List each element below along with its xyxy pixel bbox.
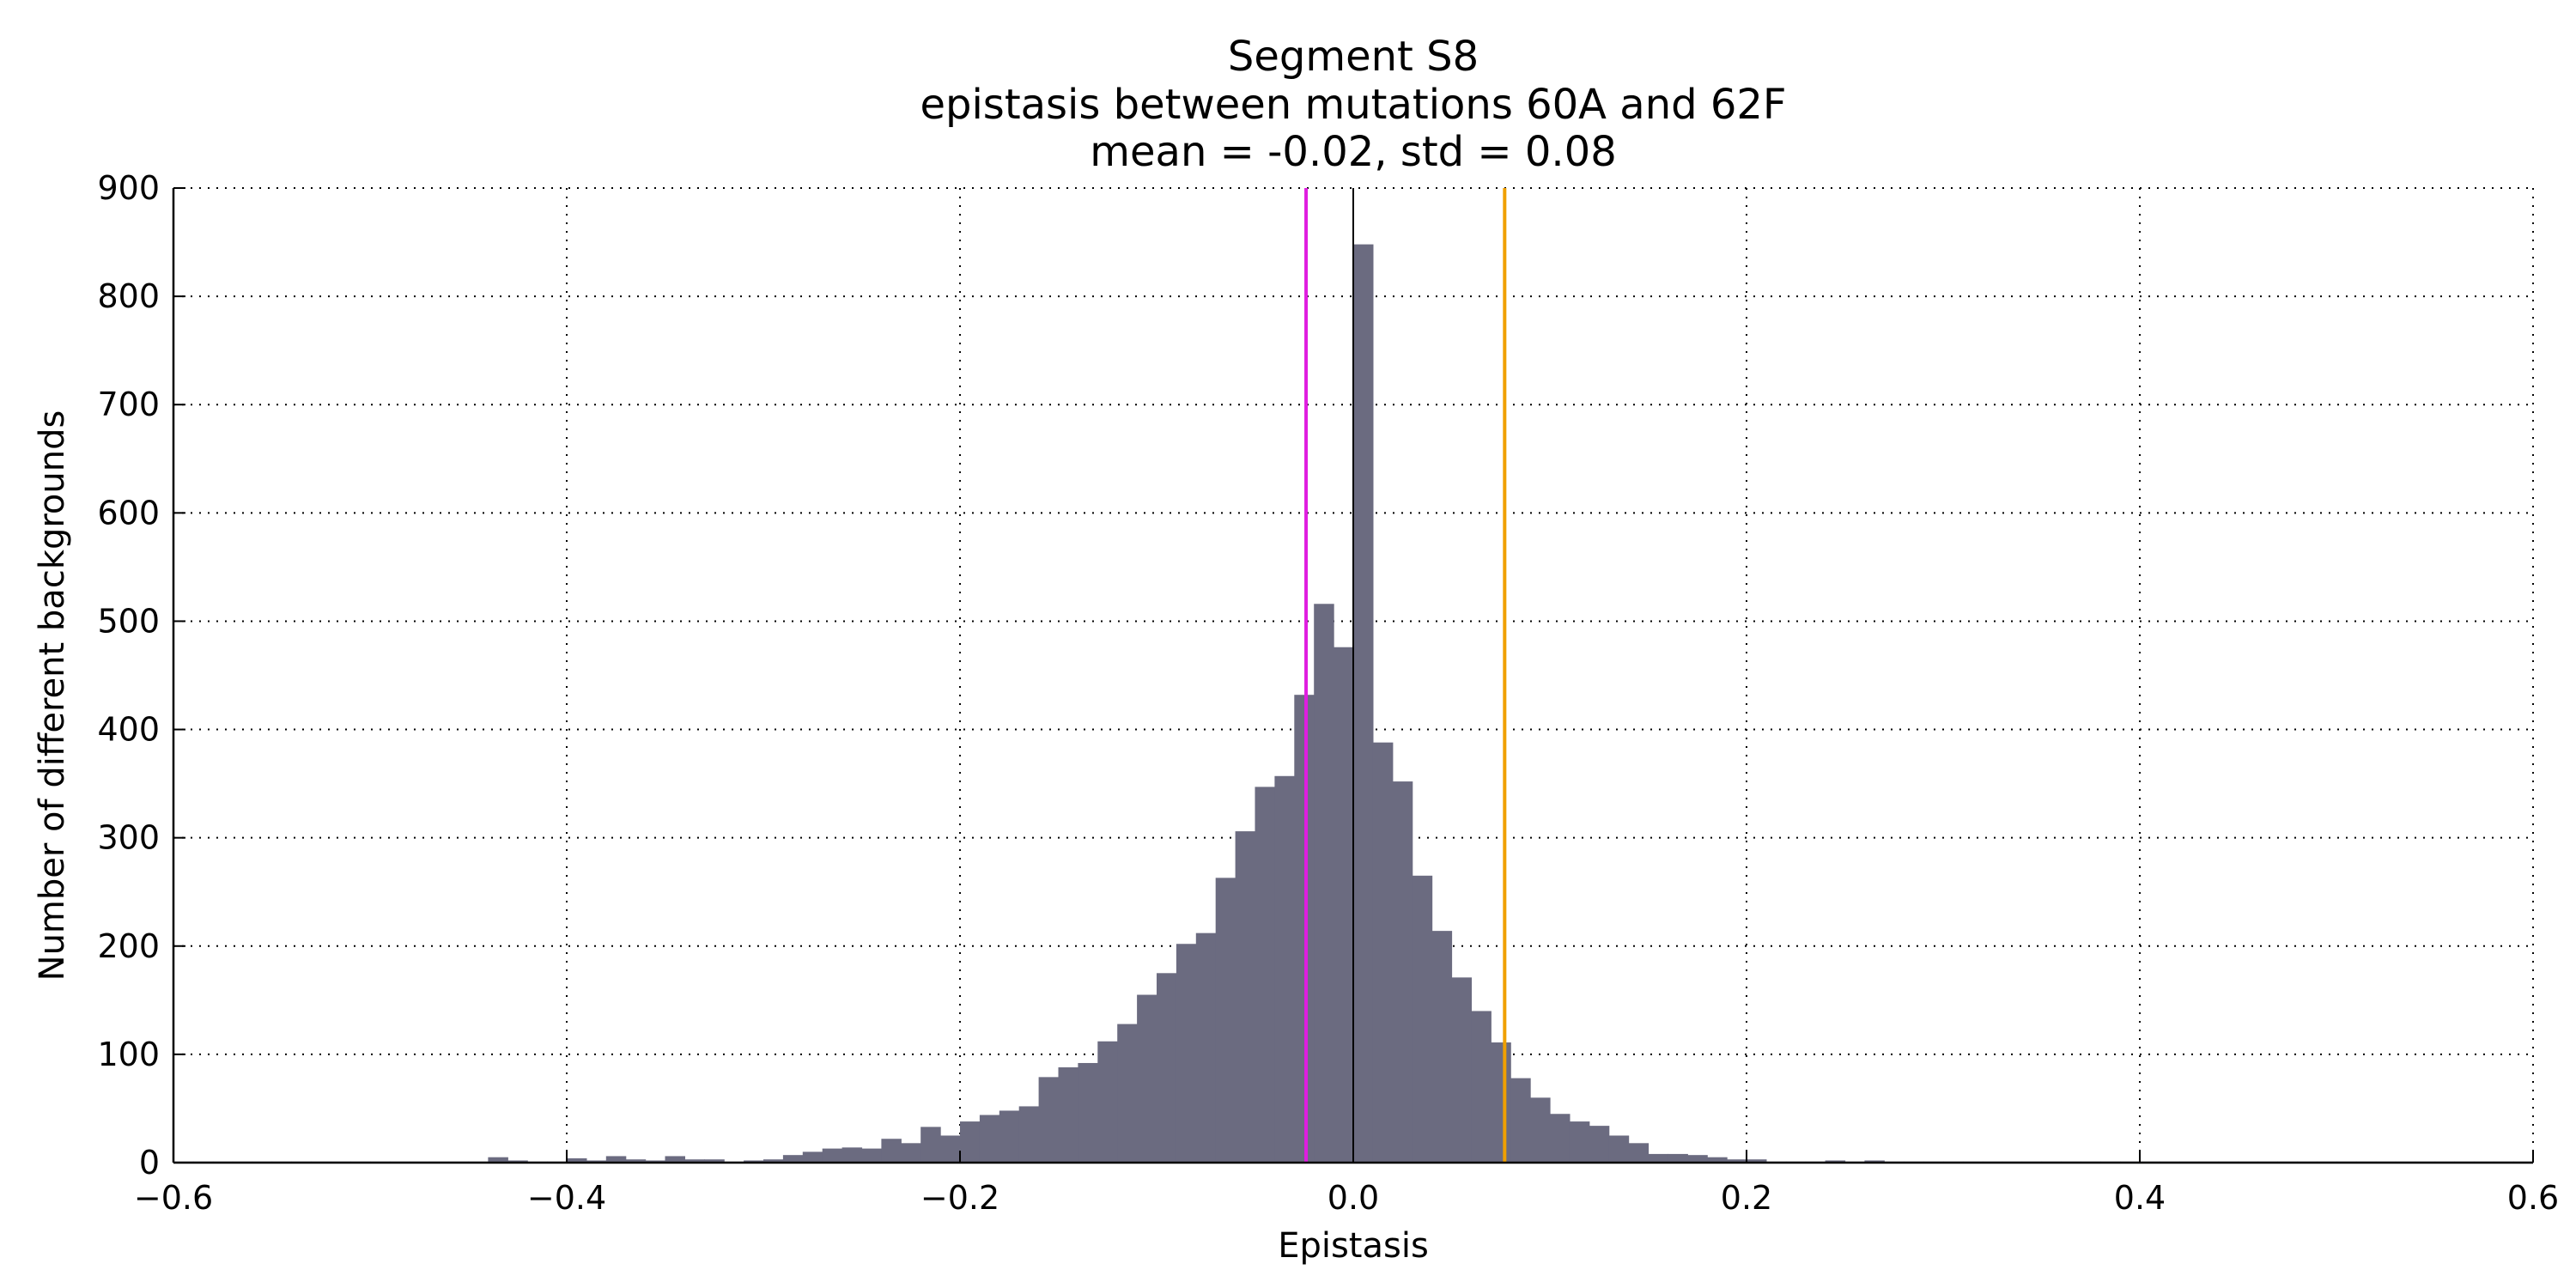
- histogram-bar: [782, 1155, 804, 1163]
- histogram-bar: [1097, 1041, 1118, 1163]
- histogram-bar: [1628, 1143, 1649, 1163]
- histogram-bar: [1451, 977, 1472, 1163]
- histogram-bar: [684, 1159, 705, 1163]
- histogram-bar: [1864, 1160, 1885, 1163]
- histogram-bar: [1648, 1153, 1668, 1163]
- histogram-bar: [1707, 1157, 1728, 1163]
- histogram-bar: [822, 1148, 843, 1163]
- histogram-bar: [960, 1121, 981, 1163]
- histogram-bar: [861, 1148, 882, 1163]
- histogram-bar: [1392, 781, 1413, 1163]
- chart-stats: mean = -0.02, std = 0.08: [1090, 128, 1616, 176]
- histogram-bar: [1471, 1011, 1492, 1163]
- histogram-bar: [1157, 973, 1177, 1163]
- histogram-bar: [1510, 1078, 1531, 1163]
- histogram-bar: [841, 1147, 863, 1163]
- histogram-bar: [1727, 1159, 1747, 1163]
- x-tick-label: −0.2: [920, 1179, 999, 1217]
- histogram-bar: [1431, 931, 1453, 1163]
- y-tick-label: 0: [139, 1144, 160, 1182]
- y-tick-label: 200: [97, 927, 160, 965]
- x-tick-label: 0.2: [1721, 1179, 1772, 1217]
- x-tick-label: 0.4: [2114, 1179, 2166, 1217]
- histogram-bar: [1334, 647, 1354, 1163]
- x-tick-label: 0.6: [2507, 1179, 2559, 1217]
- histogram-bar: [1491, 1042, 1511, 1163]
- histogram-bar: [999, 1110, 1020, 1163]
- histogram-bar: [488, 1157, 508, 1163]
- histogram-bar: [1314, 604, 1334, 1163]
- reference-lines: [1304, 188, 1507, 1163]
- histogram-bar: [1018, 1106, 1040, 1163]
- y-tick-label: 500: [97, 602, 160, 640]
- histogram-bar: [1372, 742, 1394, 1163]
- histogram-bar: [763, 1159, 784, 1163]
- histogram-bar: [645, 1160, 666, 1163]
- histogram-bar: [1668, 1153, 1688, 1163]
- histogram-bar: [1608, 1135, 1630, 1163]
- histogram-bar: [704, 1159, 725, 1163]
- histogram-bar: [605, 1156, 627, 1163]
- histogram-bar: [1530, 1097, 1551, 1163]
- histogram-bar: [567, 1157, 587, 1163]
- histogram-bar: [1589, 1126, 1610, 1163]
- x-axis-label: Epistasis: [1278, 1226, 1429, 1266]
- histogram-bar: [1569, 1121, 1590, 1163]
- histogram-bar: [1137, 994, 1157, 1163]
- x-tick-label: −0.4: [527, 1179, 606, 1217]
- histogram-bar: [979, 1115, 1000, 1163]
- y-tick-labels: 0 100 200 300 400 500 600 700 800 900: [97, 169, 160, 1182]
- histogram-bars: [173, 244, 2534, 1163]
- histogram-bar: [802, 1151, 823, 1163]
- histogram-bar: [881, 1139, 902, 1163]
- chart-subtitle: epistasis between mutations 60A and 62F: [920, 81, 1786, 129]
- histogram-bar: [1353, 244, 1374, 1163]
- y-tick-label: 300: [97, 819, 160, 857]
- histogram-bar: [901, 1143, 921, 1163]
- y-tick-label: 100: [97, 1036, 160, 1073]
- histogram-bar: [1255, 787, 1275, 1163]
- histogram-bar: [1687, 1155, 1708, 1163]
- histogram-bar: [586, 1160, 607, 1163]
- histogram-bar: [1117, 1024, 1138, 1163]
- histogram-bar: [1550, 1114, 1571, 1163]
- histogram-bar: [1058, 1067, 1078, 1163]
- histogram-bar: [665, 1156, 685, 1163]
- x-tick-label: −0.6: [134, 1179, 213, 1217]
- x-tick-labels: −0.6 −0.4 −0.2 0.0 0.2 0.4 0.6: [134, 1179, 2559, 1217]
- histogram-bar: [1235, 831, 1256, 1163]
- histogram-bar: [744, 1160, 764, 1163]
- histogram-bar: [1176, 944, 1197, 1163]
- histogram-bar: [1412, 875, 1433, 1163]
- histogram-bar: [1747, 1159, 1767, 1163]
- y-axis-label: Number of different backgrounds: [33, 410, 72, 981]
- histogram-bar: [920, 1127, 941, 1163]
- y-tick-label: 700: [97, 386, 160, 423]
- histogram-bar: [940, 1135, 961, 1163]
- y-tick-label: 400: [97, 711, 160, 749]
- histogram-bar: [1195, 933, 1217, 1163]
- y-tick-label: 600: [97, 494, 160, 532]
- y-tick-label: 800: [97, 277, 160, 315]
- y-tick-label: 900: [97, 169, 160, 207]
- chart-title: Segment S8: [1228, 33, 1479, 81]
- histogram-bar: [507, 1160, 528, 1163]
- histogram-bar: [1038, 1077, 1060, 1163]
- histogram-bar: [1825, 1160, 1846, 1163]
- histogram-bar: [1215, 878, 1236, 1163]
- x-tick-label: 0.0: [1327, 1179, 1379, 1217]
- axes: [172, 187, 2534, 1164]
- histogram-bar: [1078, 1062, 1098, 1163]
- histogram-bar: [625, 1159, 647, 1163]
- histogram-bar: [1274, 775, 1295, 1163]
